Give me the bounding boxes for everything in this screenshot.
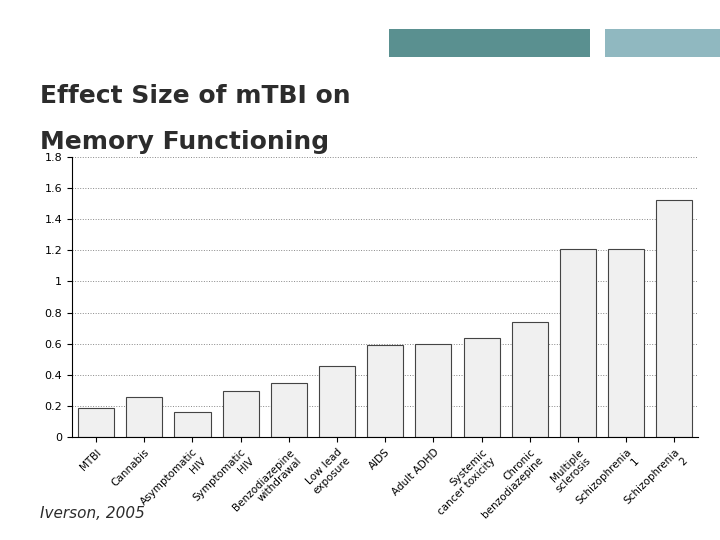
Bar — [126, 397, 162, 437]
Text: Iverson, 2005: Iverson, 2005 — [40, 507, 145, 522]
Text: Effect Size of mTBI on: Effect Size of mTBI on — [40, 84, 350, 107]
Bar — [367, 346, 403, 437]
Bar — [560, 248, 596, 437]
Bar — [464, 338, 500, 437]
Bar — [512, 322, 548, 437]
Bar — [605, 29, 720, 57]
Bar — [271, 383, 307, 437]
Bar — [608, 248, 644, 437]
Bar — [319, 366, 355, 437]
Bar — [590, 33, 605, 41]
Text: Memory Functioning: Memory Functioning — [40, 130, 329, 153]
Bar — [222, 390, 258, 437]
Bar — [415, 344, 451, 437]
Bar — [656, 200, 693, 437]
Bar — [174, 413, 210, 437]
Bar — [389, 29, 590, 57]
Bar — [78, 408, 114, 437]
